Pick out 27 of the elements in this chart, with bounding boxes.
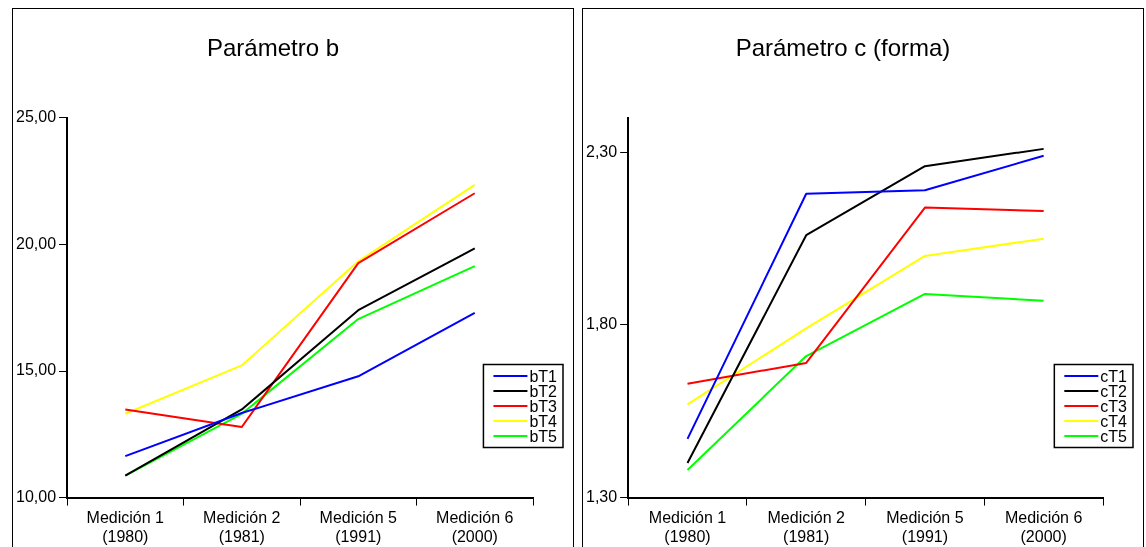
x-tick-label: Medición 1 (1980) [86,508,165,545]
chart-title: Parámetro b [206,34,340,62]
chart-title: Parámetro c (forma) [735,34,951,62]
legend-label: bT4 [529,412,558,430]
legend-label: cT3 [1100,397,1128,415]
legend-label: bT2 [529,382,558,400]
legend-label: bT3 [529,397,558,415]
x-tick-label: Medición 2 (1981) [203,508,281,545]
y-tick-label: 1,30 [586,488,618,506]
legend-label: cT1 [1100,367,1128,385]
x-tick-label: Medición 2 (1981) [767,508,845,545]
y-tick-label: 15,00 [15,361,57,379]
legend-label: bT1 [529,367,558,385]
x-tick-label: Medición 5 (1991) [886,508,964,545]
legend-label: cT4 [1100,412,1128,430]
y-tick-label: 2,30 [586,142,618,160]
x-tick-label: Medición 6 (2000) [1004,508,1083,545]
y-tick-label: 10,00 [15,488,57,506]
x-tick-label: Medición 5 (1991) [319,508,398,545]
x-tick-label: Medición 1 (1980) [648,508,727,545]
y-tick-label: 20,00 [15,234,57,252]
x-tick-label: Medición 6 (2000) [436,508,514,545]
legend-label: cT5 [1100,427,1128,445]
legend-label: cT2 [1100,382,1128,400]
legend-label: bT5 [529,427,558,445]
y-tick-label: 1,80 [586,315,618,333]
y-tick-label: 25,00 [15,108,57,126]
